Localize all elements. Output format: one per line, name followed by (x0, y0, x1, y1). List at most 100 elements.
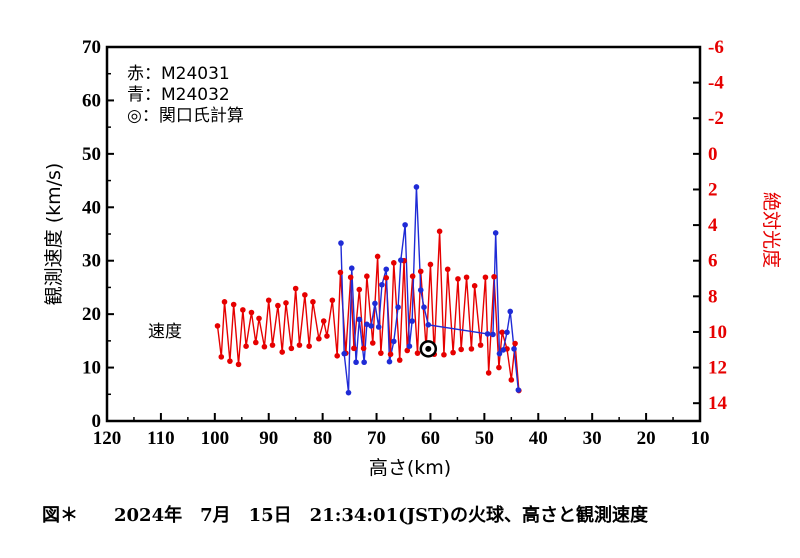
x-tick-label: 80 (313, 428, 332, 449)
series-blue-point (361, 359, 367, 366)
y-axis-right-title: 絶対光度 (760, 192, 782, 268)
y-left-tick-label: 70 (82, 37, 101, 58)
legend-red-entry: 赤：M24031 (127, 64, 230, 84)
series-red-point (458, 346, 464, 353)
series-blue-point (496, 350, 503, 357)
series-blue-point (417, 287, 424, 293)
series-blue-point (500, 347, 507, 353)
series-red-point (248, 309, 255, 316)
series-red-point (218, 354, 225, 360)
y-left-tick-label: 60 (82, 90, 101, 111)
y-right-tick-label: -2 (708, 108, 724, 129)
series-red-point (427, 261, 434, 268)
speed-annotation: 速度 (148, 322, 182, 342)
series-red-point (390, 260, 397, 266)
series-red-point (235, 361, 242, 368)
series-red-point (441, 351, 447, 358)
series-blue-point (356, 316, 363, 323)
series-red-point (485, 370, 492, 376)
series-blue-point (504, 329, 510, 336)
x-axis-title: 高さ(km) (369, 457, 451, 479)
x-tick-label: 60 (421, 428, 440, 449)
series-red-point (230, 301, 237, 308)
x-tick-label: 70 (367, 428, 386, 449)
series-blue-point (484, 331, 491, 337)
series-red-point (491, 273, 497, 280)
series-red-point (414, 350, 421, 356)
y-right-tick-label: 12 (708, 358, 727, 379)
series-blue-point (345, 389, 352, 396)
series-red-point (265, 297, 272, 304)
series-red-point (356, 286, 363, 293)
series-red-point (477, 342, 484, 348)
x-tick-label: 50 (475, 428, 494, 449)
series-red-point (396, 357, 403, 363)
series-blue-point (379, 281, 385, 288)
seki-calc-point-inner (425, 345, 432, 352)
series-red-point (283, 300, 289, 306)
y-right-tick-label: 6 (708, 251, 718, 272)
series-red-point (261, 343, 268, 350)
series-red-line (216, 231, 520, 391)
y-axis-left-title: 観測速度 (km/s) (43, 163, 65, 306)
series-blue-point (364, 321, 370, 328)
series-red-point (482, 274, 489, 281)
series-red-point (240, 307, 246, 313)
series-blue-point (421, 304, 427, 310)
series-red-point (404, 347, 411, 354)
series-blue-point (368, 323, 374, 329)
series-red-point (292, 285, 299, 292)
series-blue-point (341, 350, 348, 357)
x-tick-label: 30 (583, 428, 602, 449)
series-red-point (269, 342, 276, 348)
y-right-tick-label: 4 (708, 215, 718, 236)
series-blue-point (425, 322, 432, 328)
x-tick-label: 40 (529, 428, 548, 449)
series-red-point (214, 323, 221, 329)
x-tick-label: 100 (201, 428, 230, 449)
series-red-point (512, 340, 518, 347)
x-tick-label: 120 (93, 428, 122, 449)
series-blue-point (409, 318, 415, 324)
series-blue-point (375, 324, 382, 330)
y-right-tick-label: -4 (708, 73, 724, 94)
series-red-point (256, 315, 262, 322)
series-red-point (508, 377, 515, 383)
series-red-point (383, 275, 390, 281)
y-right-tick-label: 2 (708, 179, 718, 200)
series-red-point (329, 297, 336, 304)
series-red-point (320, 318, 327, 324)
series-red-point (369, 340, 376, 346)
series-red-point (310, 299, 316, 305)
series-blue-point (353, 359, 359, 366)
series-blue-point (406, 343, 413, 350)
series-blue-point (492, 230, 499, 236)
series-red-point (499, 329, 505, 336)
series-red-point (455, 276, 461, 282)
x-tick-label: 20 (637, 428, 656, 449)
series-red-point (463, 274, 470, 281)
y-right-tick-label: 10 (708, 322, 727, 343)
series-red-point (496, 364, 502, 371)
x-tick-label: 90 (259, 428, 278, 449)
legend-blue-entry: 青：M24032 (127, 85, 230, 105)
series-blue-point (490, 331, 496, 338)
series-red-point (450, 349, 456, 356)
series-blue-point (338, 240, 344, 246)
y-left-tick-label: 0 (92, 411, 102, 432)
series-red-point (296, 342, 303, 348)
series-blue-point (395, 304, 401, 310)
y-right-tick-label: 14 (708, 393, 728, 414)
y-left-tick-label: 40 (82, 197, 101, 218)
series-red-point (417, 268, 424, 275)
legend-seki-entry: ◎：関口氏計算 (127, 106, 244, 126)
series-red-point (387, 351, 394, 358)
y-right-tick-label: 8 (708, 286, 718, 307)
figure-caption: 図＊ 2024年 7月 15日 21:34:01(JST)の火球、高さと観測速度 (42, 504, 649, 526)
series-red-point (468, 346, 475, 352)
y-right-tick-label: -6 (708, 37, 724, 58)
series-red-point (324, 333, 330, 339)
series-red-point (243, 343, 249, 350)
series-red-point (302, 292, 308, 298)
